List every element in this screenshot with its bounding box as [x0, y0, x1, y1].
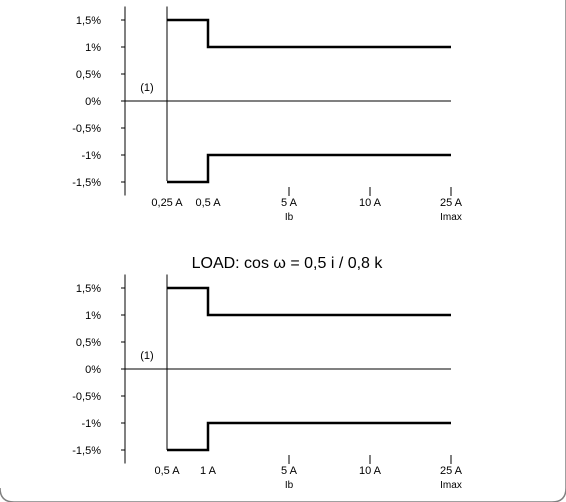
y-tick-label: -1%	[81, 150, 101, 162]
y-tick-label: -1%	[81, 418, 101, 430]
upper-limit-line	[167, 286, 451, 317]
y-tick-label: 1,5%	[76, 15, 101, 27]
y-tick-label: -1,5%	[72, 445, 101, 457]
x-tick-label: 10 A	[359, 465, 382, 477]
y-tick-label: 0%	[85, 364, 101, 376]
y-tick-label: 1%	[85, 42, 101, 54]
lower-limit-line	[167, 153, 451, 184]
lower-limit-line	[167, 421, 451, 452]
y-tick-label: 1,5%	[76, 283, 101, 295]
y-tick-label: -0,5%	[72, 123, 101, 135]
x-tick-label: 25 A	[440, 465, 463, 477]
x-tick-label: 25 A	[440, 197, 463, 209]
y-tick-label: 1%	[85, 310, 101, 322]
x-tick-label: 0,5 A	[195, 197, 221, 209]
x-tick-sublabel: Ib	[285, 212, 294, 223]
y-tick-label: 0%	[85, 96, 101, 108]
chart-bottom: 1,5% 1% 0,5% 0% -0,5% -1% -1,5% 0,5 A 1 A 5 A Ib 10…	[72, 274, 463, 491]
upper-limit-line	[167, 18, 451, 49]
x-tick-label: 10 A	[359, 197, 382, 209]
y-tick-label: 0,5%	[76, 69, 101, 81]
annotation-label: (1)	[140, 82, 153, 94]
y-tick-label: -1,5%	[72, 177, 101, 189]
y-tick-label: -0,5%	[72, 391, 101, 403]
x-tick-label: 0,5 A	[154, 465, 180, 477]
x-tick-sublabel: Imax	[440, 480, 462, 491]
x-tick-sublabel: Imax	[440, 212, 462, 223]
x-tick-label: 1 A	[200, 465, 217, 477]
annotation-label: (1)	[140, 350, 153, 362]
x-tick-label: 5 A	[281, 197, 298, 209]
chart-top: 1,5% 1% 0,5% 0% -0,5% -1% -1,5% 0,25 A 0,5 A 5 A I…	[72, 6, 463, 223]
x-tick-label: 5 A	[281, 465, 298, 477]
x-tick-sublabel: Ib	[285, 480, 294, 491]
y-tick-label: 0,5%	[76, 337, 101, 349]
chart-title-bottom: LOAD: cos ω = 0,5 i / 0,8 k	[192, 255, 384, 272]
x-tick-label: 0,25 A	[151, 197, 183, 209]
